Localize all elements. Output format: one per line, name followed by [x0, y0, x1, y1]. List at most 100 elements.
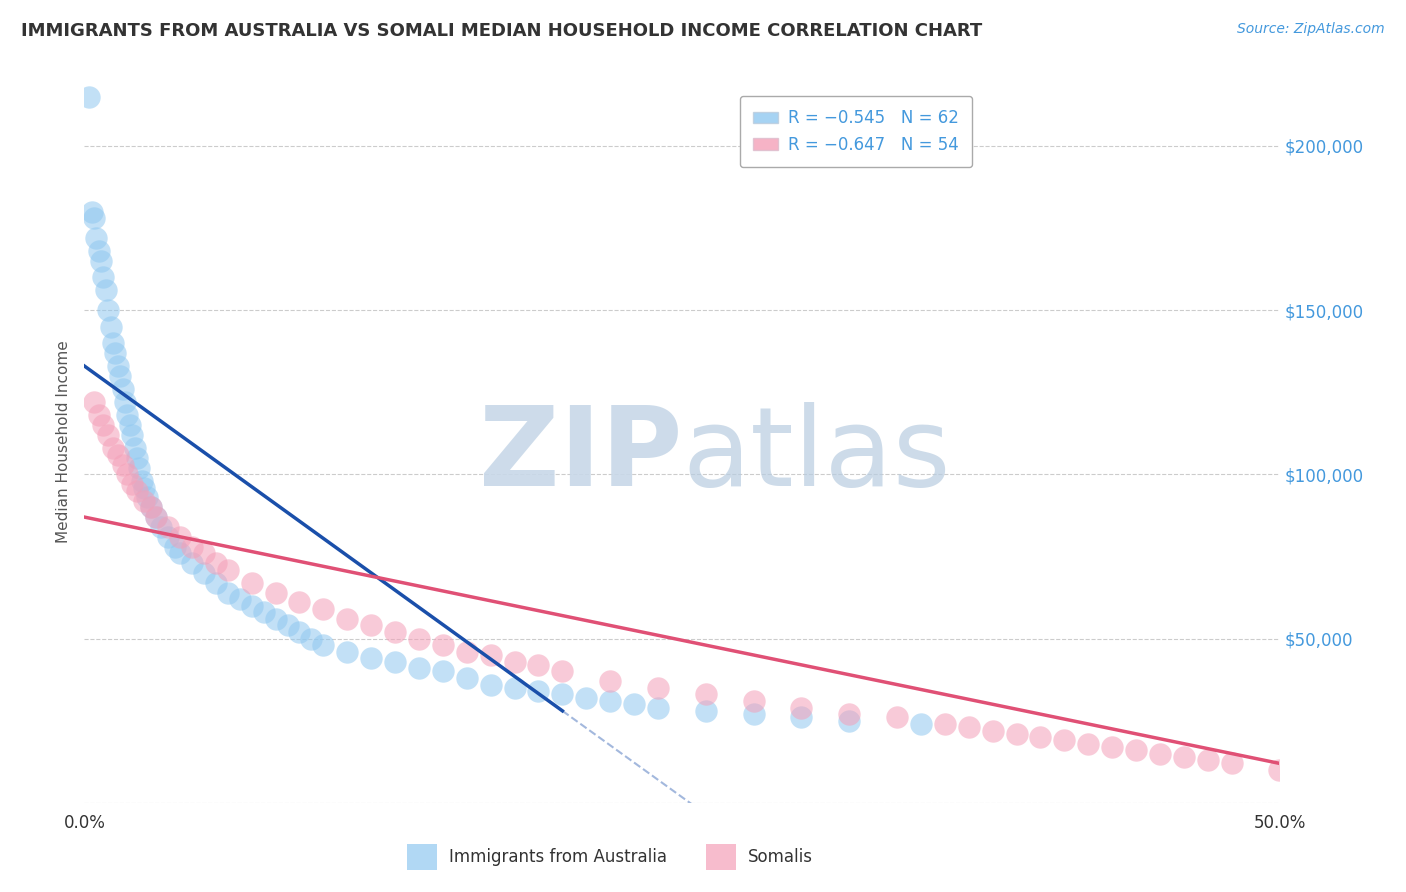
Point: [93, 418, 115, 433]
Point: [205, 556, 228, 570]
Point: [1197, 753, 1219, 767]
Point: [1220, 756, 1243, 771]
Text: Somalis: Somalis: [748, 848, 813, 866]
Point: [77, 89, 100, 103]
Point: [217, 563, 239, 577]
Point: [742, 694, 765, 708]
Point: [87, 244, 110, 258]
Point: [288, 625, 311, 640]
Point: [695, 704, 717, 718]
Point: [107, 448, 129, 462]
Point: [121, 428, 143, 442]
Point: [149, 520, 172, 534]
Point: [886, 710, 908, 724]
Point: [479, 648, 502, 662]
Point: [193, 546, 215, 560]
Point: [125, 483, 148, 498]
Point: [117, 409, 139, 423]
Point: [264, 585, 287, 599]
Point: [1101, 739, 1123, 754]
Point: [132, 493, 156, 508]
Point: [117, 467, 139, 482]
Point: [132, 481, 156, 495]
Point: [336, 645, 359, 659]
Point: [981, 723, 1004, 738]
Point: [229, 592, 252, 607]
Point: [312, 602, 335, 616]
Point: [1053, 733, 1076, 747]
Point: [193, 566, 215, 580]
Point: [312, 638, 335, 652]
Point: [790, 710, 813, 724]
Text: Immigrants from Australia: Immigrants from Australia: [449, 848, 666, 866]
Point: [86, 231, 108, 245]
Point: [551, 665, 574, 679]
Point: [118, 418, 141, 433]
FancyBboxPatch shape: [408, 844, 437, 870]
Point: [135, 491, 157, 505]
Text: Source: ZipAtlas.com: Source: ZipAtlas.com: [1237, 22, 1385, 37]
Point: [83, 211, 105, 226]
Point: [790, 700, 813, 714]
Point: [360, 651, 382, 665]
Point: [1005, 727, 1028, 741]
Point: [141, 500, 163, 515]
Point: [384, 655, 406, 669]
Point: [101, 441, 124, 455]
Point: [301, 632, 323, 646]
Point: [205, 575, 228, 590]
Point: [107, 359, 129, 373]
Point: [1173, 749, 1195, 764]
Point: [360, 618, 382, 632]
Point: [456, 671, 478, 685]
Point: [1125, 743, 1147, 757]
Point: [288, 595, 311, 609]
Point: [94, 284, 117, 298]
Point: [1268, 763, 1291, 777]
Point: [101, 336, 124, 351]
Point: [97, 428, 120, 442]
Point: [527, 684, 550, 698]
Point: [408, 661, 430, 675]
Point: [110, 368, 132, 383]
Point: [97, 303, 120, 318]
Point: [240, 599, 263, 613]
Point: [838, 714, 860, 728]
Point: [100, 319, 122, 334]
Point: [83, 395, 105, 409]
Point: [1149, 747, 1171, 761]
Point: [157, 520, 180, 534]
Point: [80, 204, 103, 219]
Point: [934, 717, 956, 731]
Point: [253, 605, 276, 619]
Point: [121, 477, 143, 491]
Point: [408, 632, 430, 646]
Point: [1077, 737, 1099, 751]
Point: [125, 450, 148, 465]
Point: [157, 530, 180, 544]
Point: [551, 687, 574, 701]
Point: [131, 474, 153, 488]
Point: [169, 546, 191, 560]
Point: [456, 645, 478, 659]
Point: [647, 700, 669, 714]
Point: [695, 687, 717, 701]
Point: [957, 720, 980, 734]
Text: atlas: atlas: [682, 402, 950, 509]
Point: [647, 681, 669, 695]
FancyBboxPatch shape: [706, 844, 735, 870]
Point: [1029, 730, 1052, 744]
Text: ZIP: ZIP: [478, 402, 682, 509]
Point: [742, 707, 765, 722]
Point: [240, 575, 263, 590]
Point: [575, 690, 598, 705]
Y-axis label: Median Household Income: Median Household Income: [56, 340, 72, 543]
Point: [111, 382, 134, 396]
Point: [277, 618, 299, 632]
Point: [181, 540, 204, 554]
Point: [479, 677, 502, 691]
Point: [145, 510, 167, 524]
Text: IMMIGRANTS FROM AUSTRALIA VS SOMALI MEDIAN HOUSEHOLD INCOME CORRELATION CHART: IMMIGRANTS FROM AUSTRALIA VS SOMALI MEDI…: [21, 22, 983, 40]
Point: [104, 346, 127, 360]
Point: [169, 530, 191, 544]
